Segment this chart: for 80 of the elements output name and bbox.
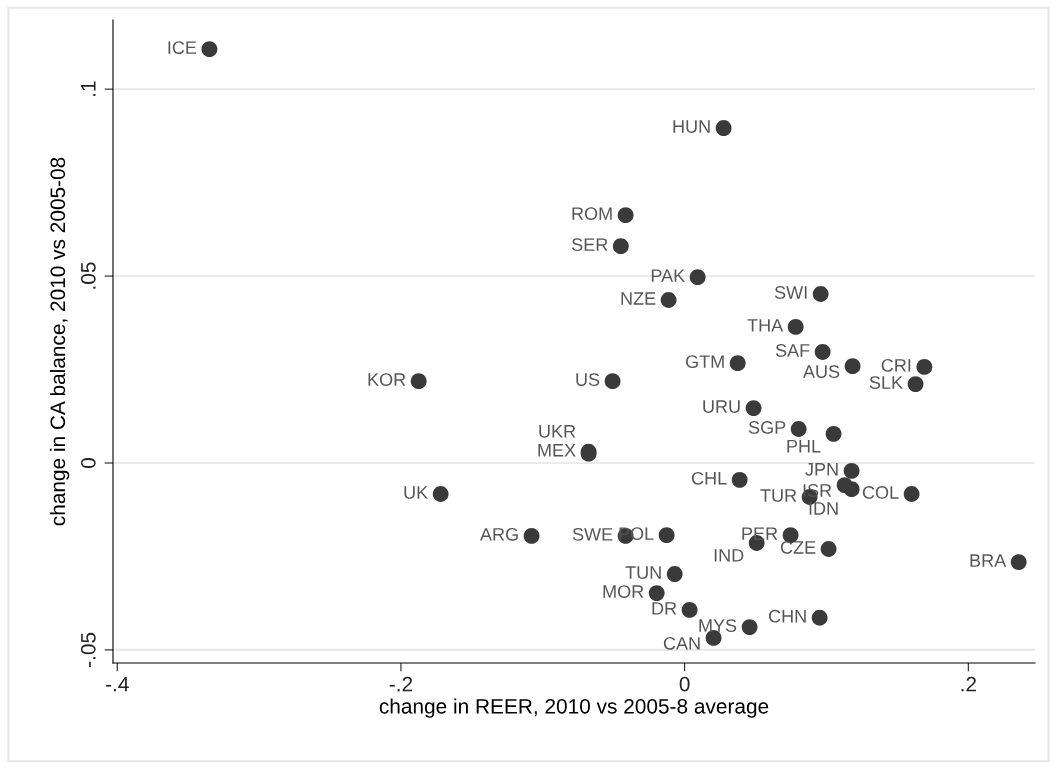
- point: [731, 471, 748, 488]
- point: [689, 269, 706, 286]
- y-tick-label: 0: [80, 458, 96, 468]
- point: [787, 319, 804, 335]
- x-axis-title: change in REER, 2010 vs 2005-8 average: [379, 698, 769, 718]
- x-tick-label: -.2: [389, 676, 413, 692]
- point: [843, 462, 860, 479]
- point: [612, 238, 629, 255]
- annotation: SGP: [748, 421, 786, 434]
- annotation: PHL: [787, 439, 821, 453]
- point: [432, 486, 449, 502]
- annotation: DR: [652, 602, 677, 615]
- annotation: CHN: [768, 609, 806, 623]
- annotation: US: [576, 373, 600, 386]
- point: [604, 373, 621, 390]
- point: [715, 120, 732, 136]
- annotation: HUN: [673, 120, 710, 133]
- annotation: UK: [404, 486, 428, 499]
- y-tick-label: -.05: [80, 632, 96, 667]
- annotation: IND: [714, 549, 744, 562]
- annotation: GTM: [685, 355, 724, 369]
- x-tick-label: .2: [961, 676, 976, 692]
- annotation: THA: [747, 319, 784, 332]
- point: [825, 425, 842, 442]
- annotation: MOR: [603, 585, 644, 598]
- annotation: SLK: [869, 376, 903, 389]
- point: [745, 400, 762, 416]
- point: [648, 585, 665, 602]
- x-tick-label: 0: [679, 676, 690, 692]
- annotation: CAN: [663, 636, 700, 650]
- point: [729, 355, 746, 372]
- point: [523, 527, 540, 544]
- point: [658, 527, 675, 544]
- annotation: CZE: [780, 541, 816, 554]
- point: [741, 619, 758, 636]
- annotation: KOR: [368, 373, 406, 386]
- annotation: COL: [862, 486, 899, 499]
- annotation: ICE: [168, 41, 197, 55]
- annotation: TUR: [760, 489, 797, 502]
- annotation: MEX: [538, 444, 576, 457]
- annotation: CRI: [881, 358, 911, 372]
- point: [660, 292, 677, 308]
- point: [201, 41, 218, 58]
- annotation: NZE: [621, 292, 656, 305]
- point: [811, 609, 828, 626]
- y-axis-title: change in CA balance, 2010 vs 2005-08: [49, 157, 70, 526]
- point: [666, 566, 683, 582]
- annotation: SAF: [775, 344, 810, 357]
- point: [814, 344, 831, 360]
- annotation: SWE: [572, 527, 613, 541]
- point: [903, 486, 920, 502]
- annotation: JPN: [805, 463, 838, 476]
- annotation: SER: [572, 238, 608, 252]
- point: [1010, 554, 1027, 570]
- point: [820, 541, 837, 557]
- y-tick-label: .1: [81, 81, 96, 96]
- annotation: CHL: [691, 471, 727, 485]
- point: [790, 421, 807, 437]
- x-tick-label: -.4: [106, 676, 129, 692]
- annotation: PAK: [651, 269, 685, 282]
- annotation: URU: [703, 400, 740, 413]
- point: [907, 376, 924, 393]
- point: [812, 286, 829, 302]
- annotation: ROM: [572, 207, 612, 220]
- annotation: AUS: [803, 365, 840, 378]
- annotation: IDN: [809, 502, 838, 515]
- point: [844, 358, 861, 375]
- y-tick-label: .05: [80, 262, 96, 289]
- annotation: TUN: [625, 566, 661, 579]
- annotation: MYS: [699, 619, 737, 632]
- annotation: SWI: [774, 286, 807, 299]
- annotation: BRA: [970, 554, 1007, 567]
- point: [410, 373, 427, 390]
- point: [681, 602, 698, 618]
- point: [617, 207, 634, 224]
- annotation: UKR: [539, 425, 576, 438]
- annotation: PER: [742, 527, 778, 540]
- point: [843, 481, 860, 498]
- annotation: ARG: [480, 527, 518, 541]
- point: [916, 359, 933, 375]
